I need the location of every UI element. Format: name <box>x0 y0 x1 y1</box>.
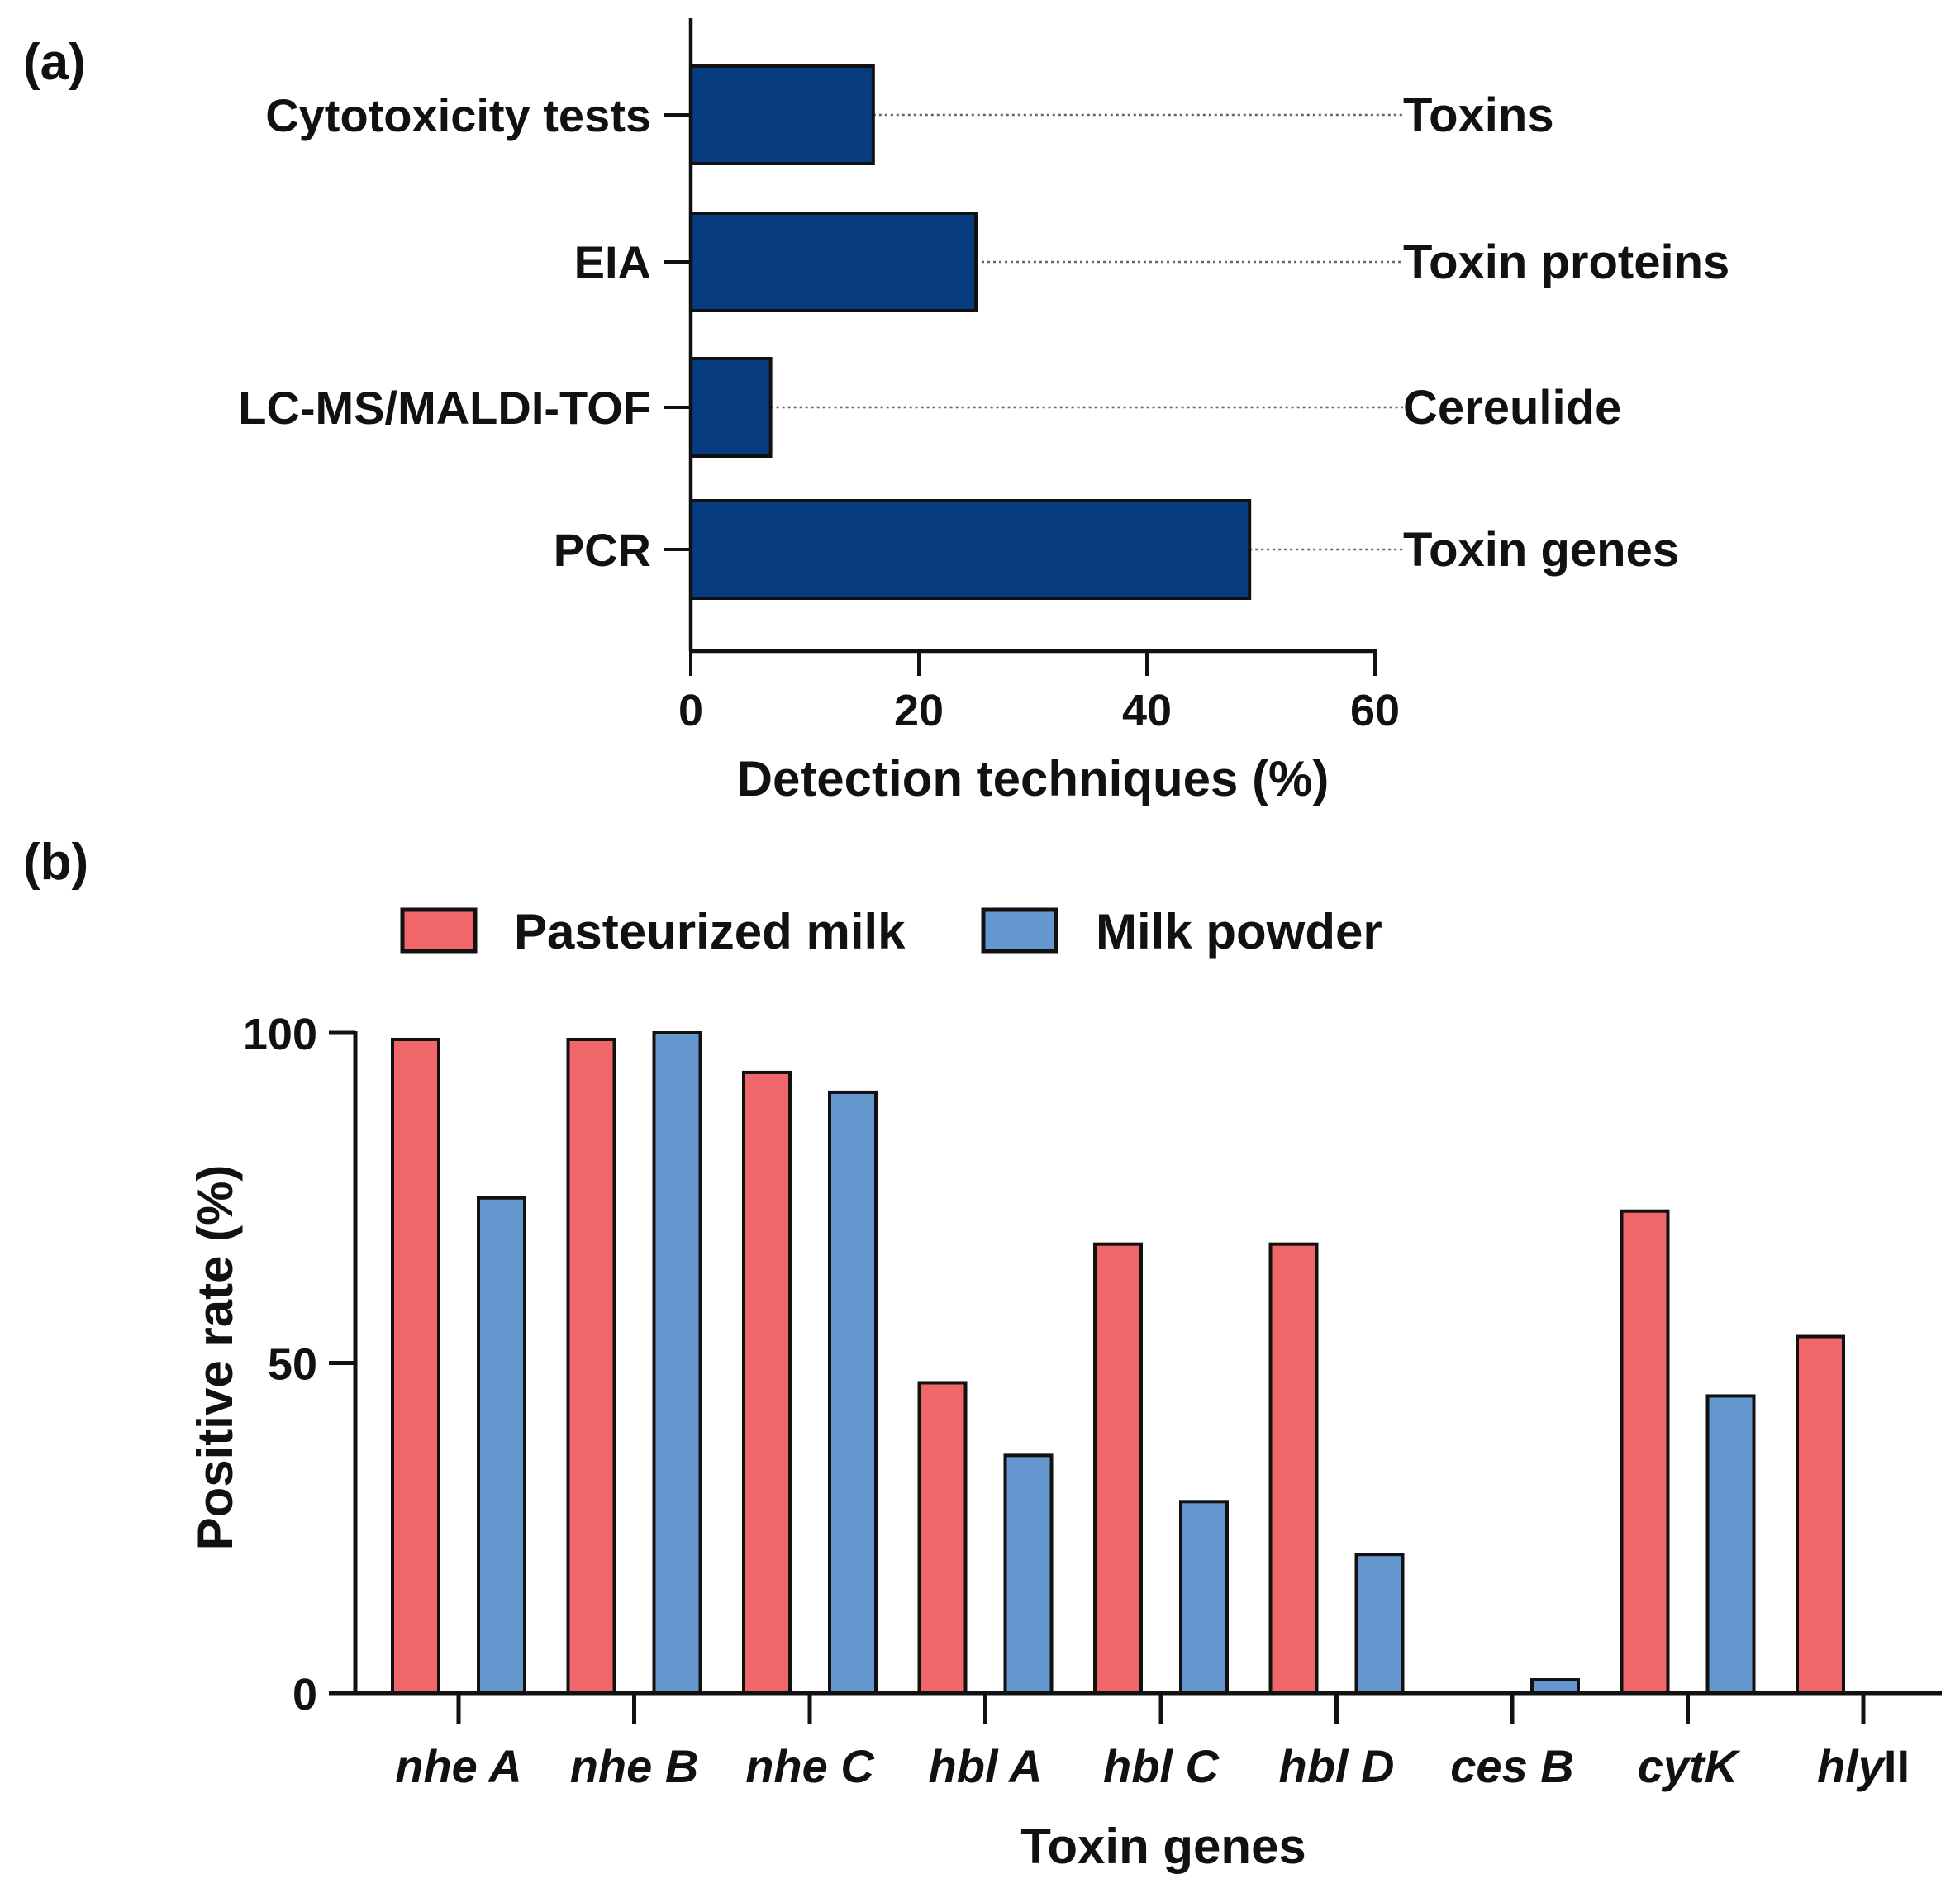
bar <box>1003 1453 1054 1695</box>
bar <box>1705 1394 1756 1695</box>
bar <box>1796 1334 1845 1696</box>
category-label: LC-MS/MALDI-TOF <box>238 382 651 434</box>
x-tick-label-plain: II <box>1884 1740 1910 1792</box>
category-label: Cytotoxicity tests <box>265 89 651 141</box>
x-tick-label: hbl A <box>929 1740 1043 1792</box>
bar <box>652 1031 702 1695</box>
panel-a-axes <box>664 18 1377 654</box>
x-tick-label-italic: cytK <box>1638 1740 1741 1792</box>
annotation-label: Toxin genes <box>1403 523 1679 577</box>
panel-a-label: (a) <box>23 34 86 91</box>
bar <box>391 1037 440 1695</box>
panel-b-x-axis-title: Toxin genes <box>1020 1819 1306 1874</box>
x-tick-label: 60 <box>1350 686 1400 735</box>
bar <box>566 1037 616 1695</box>
y-tick-label: 0 <box>293 1670 317 1719</box>
panel-a-x-axis-title: Detection techniques (%) <box>737 751 1330 806</box>
legend-swatch <box>981 907 1058 954</box>
panel-a-guide-lines <box>770 113 1403 551</box>
bar <box>689 499 1252 600</box>
panel-b-bars <box>391 1031 1845 1696</box>
bar <box>689 64 875 165</box>
panel-b-chart: (b) Pasteurized milk Milk powder 0 50 100 n… <box>23 834 1942 1874</box>
bar <box>1268 1242 1319 1696</box>
panel-b-y-axis-title: Positive rate (%) <box>188 1165 243 1551</box>
panel-a-x-ticks: 0 20 40 60 <box>678 651 1400 735</box>
x-tick-label: ces B <box>1450 1740 1573 1792</box>
x-tick-label-italic: ces B <box>1450 1740 1573 1792</box>
x-tick-label: nhe B <box>570 1740 699 1792</box>
x-tick-label: 0 <box>678 686 703 735</box>
x-tick-label-italic: hly <box>1817 1740 1886 1792</box>
y-tick-label: 50 <box>268 1340 317 1390</box>
category-label: PCR <box>554 524 651 576</box>
legend-label: Milk powder <box>1096 904 1382 959</box>
x-tick-label: 20 <box>894 686 944 735</box>
x-tick-label-italic: hbl C <box>1103 1740 1220 1792</box>
x-tick-label: nhe C <box>745 1740 875 1792</box>
x-tick-label-italic: nhe B <box>570 1740 699 1792</box>
bar <box>689 212 978 312</box>
bar <box>1179 1500 1229 1696</box>
panel-a-category-labels: Cytotoxicity tests EIA LC-MS/MALDI-TOF PCR <box>238 89 651 576</box>
panel-a-bars <box>689 64 1252 600</box>
y-tick-label: 100 <box>243 1010 317 1059</box>
bar <box>742 1070 792 1695</box>
panel-b-legend: Pasteurized milk Milk powder <box>400 904 1382 959</box>
category-label: EIA <box>574 236 651 288</box>
legend-swatch <box>400 907 478 954</box>
x-tick-label-italic: nhe A <box>395 1740 521 1792</box>
bar <box>828 1090 878 1696</box>
panel-b-x-ticks: nhe A nhe B nhe C hbl A hbl C hbl D ces B cytK h… <box>395 1693 1910 1792</box>
panel-a-annotation-labels: Toxins Toxin proteins Cereulide Toxin genes <box>1403 88 1729 577</box>
x-tick-label: nhe A <box>395 1740 521 1792</box>
x-tick-label-italic: nhe C <box>745 1740 875 1792</box>
x-tick-label: hbl C <box>1103 1740 1220 1792</box>
bar <box>477 1196 526 1695</box>
annotation-label: Toxin proteins <box>1403 235 1729 289</box>
bar <box>1093 1242 1143 1696</box>
annotation-label: Cereulide <box>1403 381 1621 435</box>
bar <box>917 1381 968 1695</box>
bar <box>1354 1553 1405 1695</box>
x-tick-label: cytK <box>1638 1740 1741 1792</box>
bar <box>689 357 773 458</box>
legend-label: Pasteurized milk <box>514 904 906 959</box>
bar <box>1620 1209 1670 1695</box>
panel-b-label: (b) <box>23 834 88 891</box>
x-tick-label-italic: hbl A <box>929 1740 1043 1792</box>
x-tick-label: hlyII <box>1817 1740 1910 1792</box>
panel-b-y-ticks: 0 50 100 <box>243 1010 355 1719</box>
panel-a-chart: (a) Cytotoxicity tests EIA LC-MS/MALDI-TOF… <box>23 18 1729 806</box>
x-tick-label: hbl D <box>1279 1740 1395 1792</box>
annotation-label: Toxins <box>1403 88 1554 142</box>
x-tick-label: 40 <box>1122 686 1172 735</box>
x-tick-label-italic: hbl D <box>1279 1740 1395 1792</box>
